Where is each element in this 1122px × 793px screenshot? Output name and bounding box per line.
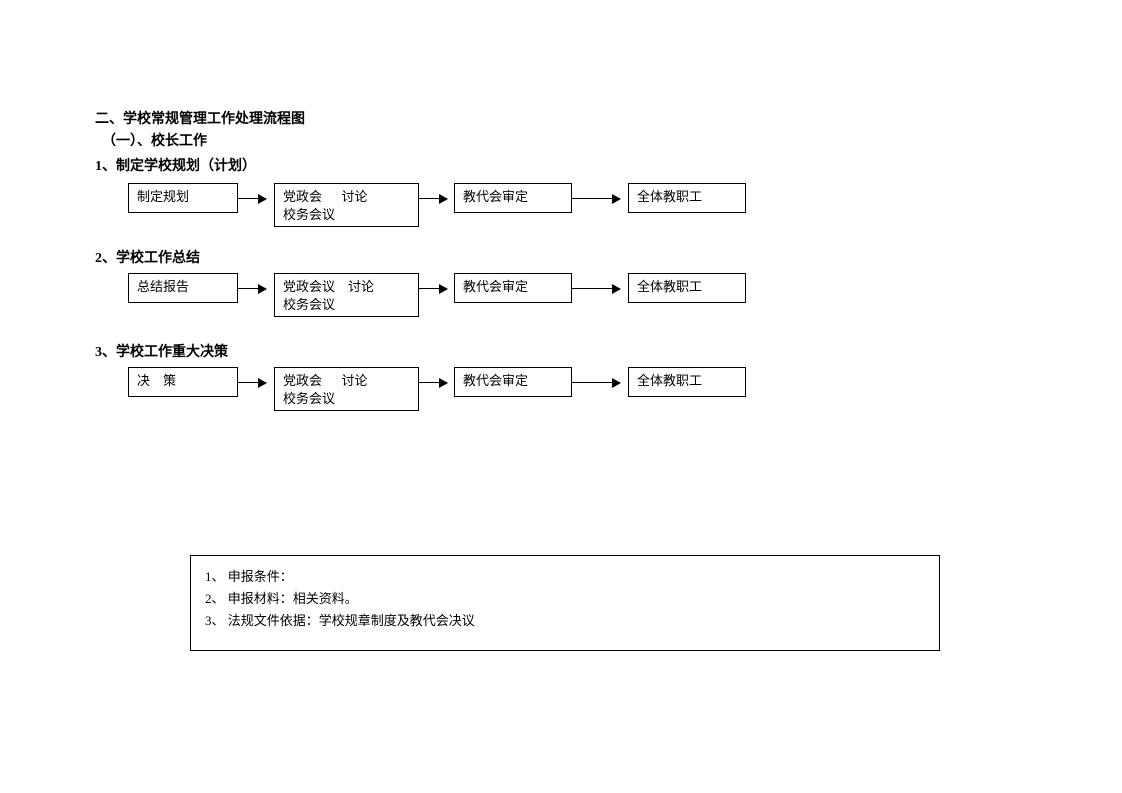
node-text: 全体教职工 (637, 372, 737, 390)
node-text: 校务会议 (283, 296, 410, 314)
node-text: 党政会议 讨论 (283, 278, 410, 296)
arrow-icon (419, 382, 447, 383)
flow-node-s1-2: 党政会 讨论 校务会议 (274, 183, 419, 227)
page: 二、学校常规管理工作处理流程图 （一）、校长工作 1、制定学校规划（计划） 制定… (0, 0, 1122, 793)
node-text: 决 策 (137, 372, 229, 390)
flow-node-s3-3: 教代会审定 (454, 367, 572, 397)
arrow-icon (572, 198, 620, 199)
node-text: 全体教职工 (637, 278, 737, 296)
arrow-icon (238, 288, 266, 289)
section-title-2: 2、学校工作总结 (95, 247, 200, 267)
arrow-icon (238, 198, 266, 199)
info-line: 3、 法规文件依据：学校规章制度及教代会决议 (205, 610, 925, 632)
arrow-icon (238, 382, 266, 383)
section-title-3: 3、学校工作重大决策 (95, 341, 228, 361)
node-text: 党政会 讨论 (283, 188, 410, 206)
node-text: 教代会审定 (463, 188, 563, 206)
flow-node-s2-1: 总结报告 (128, 273, 238, 303)
flow-node-s3-2: 党政会 讨论 校务会议 (274, 367, 419, 411)
info-line: 2、 申报材料：相关资料。 (205, 588, 925, 610)
heading-sub: （一）、校长工作 (102, 130, 207, 150)
node-text: 全体教职工 (637, 188, 737, 206)
flow-node-s1-4: 全体教职工 (628, 183, 746, 213)
node-text: 制定规划 (137, 188, 229, 206)
info-box: 1、 申报条件： 2、 申报材料：相关资料。 3、 法规文件依据：学校规章制度及… (190, 555, 940, 651)
node-text: 总结报告 (137, 278, 229, 296)
heading-main: 二、学校常规管理工作处理流程图 (95, 108, 305, 128)
flow-node-s3-4: 全体教职工 (628, 367, 746, 397)
flow-node-s2-3: 教代会审定 (454, 273, 572, 303)
node-text: 校务会议 (283, 390, 410, 408)
flow-node-s3-1: 决 策 (128, 367, 238, 397)
node-text: 教代会审定 (463, 278, 563, 296)
arrow-icon (419, 198, 447, 199)
node-text: 校务会议 (283, 206, 410, 224)
flow-node-s1-3: 教代会审定 (454, 183, 572, 213)
arrow-icon (572, 382, 620, 383)
node-text: 党政会 讨论 (283, 372, 410, 390)
section-title-1: 1、制定学校规划（计划） (95, 155, 256, 175)
info-line: 1、 申报条件： (205, 566, 925, 588)
flow-node-s2-4: 全体教职工 (628, 273, 746, 303)
flow-node-s2-2: 党政会议 讨论 校务会议 (274, 273, 419, 317)
arrow-icon (572, 288, 620, 289)
node-text: 教代会审定 (463, 372, 563, 390)
flow-node-s1-1: 制定规划 (128, 183, 238, 213)
arrow-icon (419, 288, 447, 289)
